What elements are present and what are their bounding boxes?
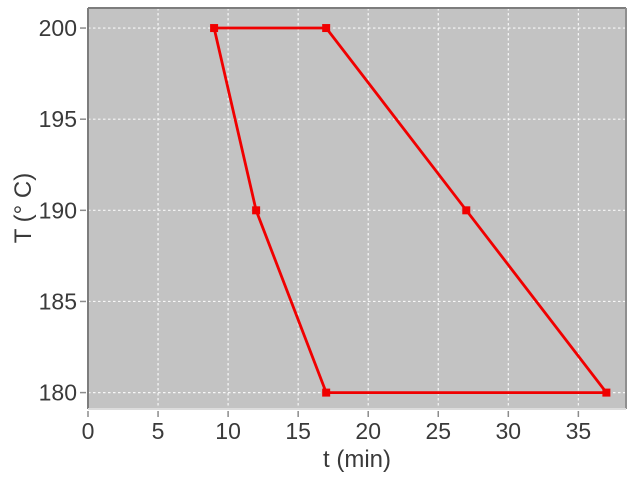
x-tick-label: 25 — [425, 418, 451, 444]
data-point-marker — [210, 24, 219, 33]
axis-ticks — [80, 27, 580, 417]
plot-frame — [87, 7, 627, 410]
x-tick-label: 35 — [566, 418, 592, 444]
x-tick-label: 20 — [355, 418, 381, 444]
x-tick-label: 15 — [285, 418, 311, 444]
data-series — [210, 24, 611, 397]
y-tick-label: 190 — [39, 197, 77, 223]
data-point-marker — [462, 206, 471, 215]
y-tick-label: 200 — [39, 15, 77, 41]
x-tick-label: 10 — [215, 418, 241, 444]
data-point-marker — [602, 388, 611, 397]
y-tick-label: 185 — [39, 288, 77, 314]
axis-tick-labels: 0 5 10 15 20 25 30 35 180 185 190 195 200 — [39, 15, 592, 444]
y-tick-label: 195 — [39, 106, 77, 132]
data-point-marker — [322, 388, 331, 397]
data-point-marker — [252, 206, 261, 215]
x-tick-label: 5 — [152, 418, 165, 444]
x-axis-title: t (min) — [323, 446, 391, 473]
plot-background — [88, 8, 626, 409]
y-axis-title: T (° C) — [10, 173, 37, 243]
x-tick-label: 0 — [82, 418, 95, 444]
x-tick-label: 30 — [496, 418, 522, 444]
y-tick-label: 180 — [39, 380, 77, 406]
plot-area — [88, 8, 626, 409]
data-point-marker — [322, 24, 331, 33]
